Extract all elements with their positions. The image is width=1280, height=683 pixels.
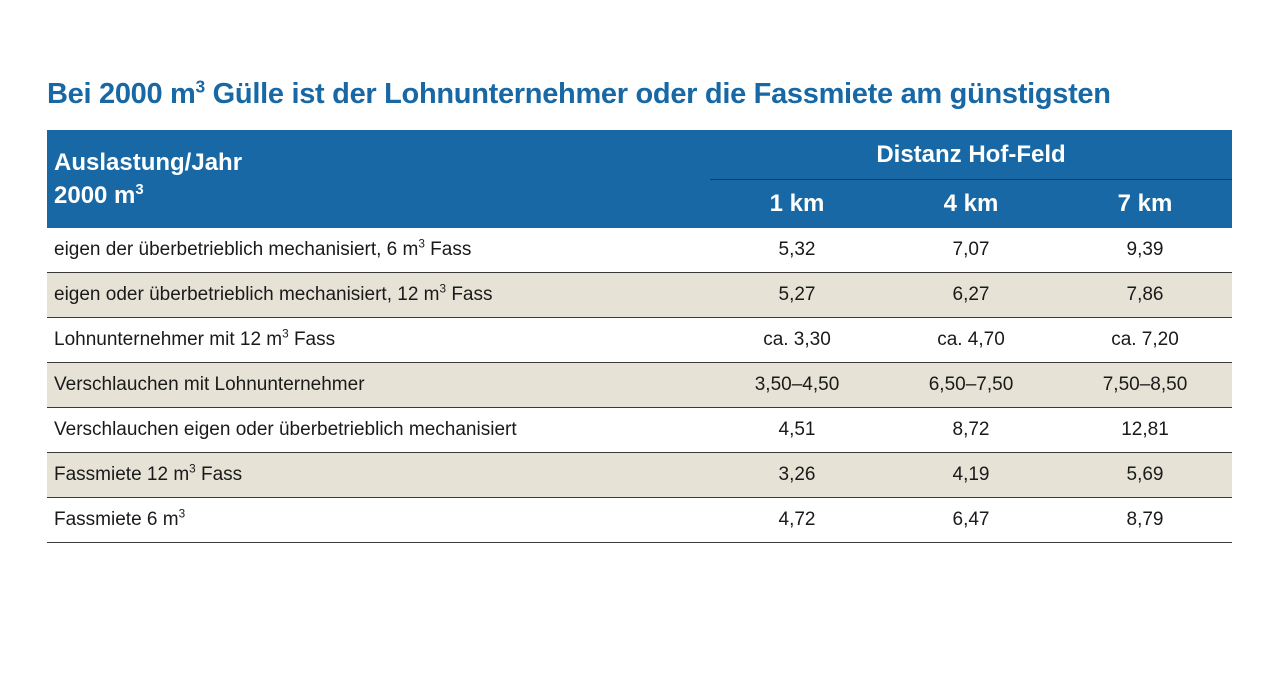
title-superscript: 3 <box>195 76 206 97</box>
value-cell: ca. 7,20 <box>1058 317 1232 363</box>
row-label-superscript: 3 <box>189 462 196 476</box>
value-cell: 9,39 <box>1058 228 1232 273</box>
row-header-cell: Auslastung/Jahr 2000 m3 <box>47 130 710 228</box>
value-cell: 12,81 <box>1058 407 1232 453</box>
table-row: Verschlauchen eigen oder überbetrieblich… <box>47 407 1232 453</box>
row-header-line1: Auslastung/Jahr <box>54 149 243 176</box>
row-label: Verschlauchen eigen oder überbetrieblich… <box>47 407 710 453</box>
row-label-suffix: Fass <box>424 239 472 260</box>
table-row: eigen der überbetrieblich mechanisiert, … <box>47 228 1232 273</box>
row-label: Verschlauchen mit Lohnunternehmer <box>47 362 710 408</box>
row-label-suffix: Fass <box>446 284 493 305</box>
value-cell: 8,79 <box>1058 497 1232 543</box>
value-cell: 3,50–4,50 <box>710 362 884 408</box>
column-group-header: Distanz Hof-Feld <box>710 130 1232 180</box>
value-cell: 3,26 <box>710 452 884 498</box>
row-header-superscript: 3 <box>135 182 144 198</box>
table-header: Auslastung/Jahr 2000 m3 Distanz Hof-Feld… <box>47 130 1232 228</box>
value-cell: 8,72 <box>884 407 1058 453</box>
chart-title: Bei 2000 m3 Gülle ist der Lohnunternehme… <box>47 78 1111 111</box>
table-row: Fassmiete 6 m3 4,72 6,47 8,79 <box>47 497 1232 543</box>
row-label: eigen der überbetrieblich mechanisiert, … <box>47 228 710 273</box>
row-label-text: Lohnunternehmer mit 12 m <box>54 329 283 350</box>
title-text: Bei 2000 m <box>47 78 196 110</box>
value-cell: 6,27 <box>884 272 1058 318</box>
row-label: Fassmiete 12 m3 Fass <box>47 452 710 498</box>
row-label-superscript: 3 <box>418 237 425 251</box>
value-cell: 5,32 <box>710 228 884 273</box>
row-label-text: Fassmiete 6 m <box>54 509 179 530</box>
value-cell: ca. 4,70 <box>884 317 1058 363</box>
title-text-rest: Gülle ist der Lohnunternehmer oder die F… <box>204 78 1111 110</box>
value-cell: 5,27 <box>710 272 884 318</box>
row-label-superscript: 3 <box>439 282 447 296</box>
value-cell: ca. 3,30 <box>710 317 884 363</box>
column-header-1km: 1 km <box>710 179 884 228</box>
data-table: Auslastung/Jahr 2000 m3 Distanz Hof-Feld… <box>47 130 1232 543</box>
row-label: Fassmiete 6 m3 <box>47 497 710 543</box>
column-header-7km: 7 km <box>1058 179 1232 228</box>
row-label-text: Fassmiete 12 m <box>54 464 190 485</box>
table-row: Verschlauchen mit Lohnunternehmer 3,50–4,… <box>47 362 1232 408</box>
row-label-suffix: Fass <box>288 329 336 350</box>
value-cell: 6,50–7,50 <box>884 362 1058 408</box>
column-header-4km: 4 km <box>884 179 1058 228</box>
value-cell: 7,07 <box>884 228 1058 273</box>
table-row: Lohnunternehmer mit 12 m3 Fass ca. 3,30 ca… <box>47 317 1232 363</box>
row-label-superscript: 3 <box>178 507 186 521</box>
value-cell: 5,69 <box>1058 452 1232 498</box>
table-row: Fassmiete 12 m3 Fass 3,26 4,19 5,69 <box>47 452 1232 498</box>
row-label: eigen oder überbetrieblich mechanisiert,… <box>47 272 710 318</box>
row-label-text: Verschlauchen eigen oder überbetrieblich… <box>54 419 517 440</box>
row-header-line2: 2000 m <box>54 182 136 209</box>
row-label-suffix: Fass <box>195 464 243 485</box>
value-cell: 4,19 <box>884 452 1058 498</box>
row-label-text: Verschlauchen mit Lohnunternehmer <box>54 374 365 395</box>
table-row: eigen oder überbetrieblich mechanisiert,… <box>47 272 1232 318</box>
value-cell: 7,86 <box>1058 272 1232 318</box>
table-body: eigen der überbetrieblich mechanisiert, … <box>47 228 1232 543</box>
row-label-text: eigen der überbetrieblich mechanisiert, … <box>54 239 419 260</box>
value-cell: 4,72 <box>710 497 884 543</box>
row-label-superscript: 3 <box>282 327 289 341</box>
value-cell: 4,51 <box>710 407 884 453</box>
value-cell: 6,47 <box>884 497 1058 543</box>
row-label-text: eigen oder überbetrieblich mechanisiert,… <box>54 284 440 305</box>
value-cell: 7,50–8,50 <box>1058 362 1232 408</box>
row-label: Lohnunternehmer mit 12 m3 Fass <box>47 317 710 363</box>
